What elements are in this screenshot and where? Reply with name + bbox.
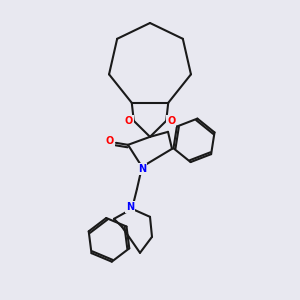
- Text: O: O: [106, 136, 114, 146]
- Text: N: N: [126, 202, 134, 212]
- Text: O: O: [167, 116, 175, 126]
- Text: N: N: [138, 164, 146, 174]
- Text: O: O: [125, 116, 133, 126]
